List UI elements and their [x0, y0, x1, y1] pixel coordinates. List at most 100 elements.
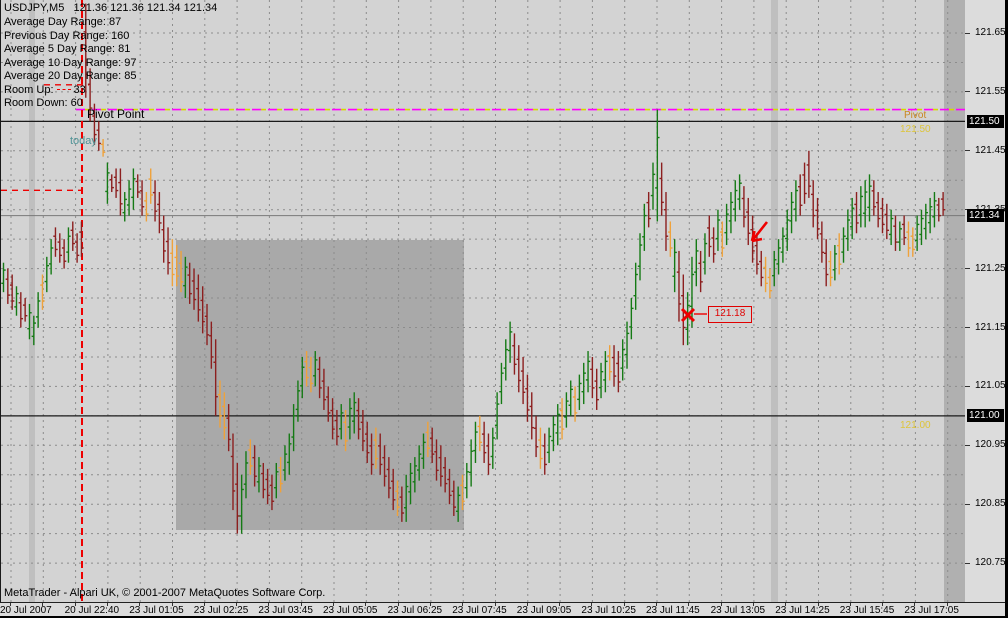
price-tick-mark — [965, 385, 970, 387]
price-bar — [105, 162, 110, 204]
price-bar — [230, 433, 236, 511]
time-tick-minor — [559, 603, 561, 606]
time-tick-label: 23 Jul 01:05 — [129, 605, 184, 616]
price-bar — [278, 457, 283, 493]
time-axis[interactable]: 20 Jul 2007 20 Jul 22:40 23 Jul 01:05 23 Ju… — [0, 602, 1005, 616]
price-bar — [460, 474, 465, 511]
price-bar — [655, 109, 660, 222]
price-bar — [590, 356, 595, 399]
price-bar — [637, 233, 643, 281]
price-bar — [399, 486, 405, 522]
price-bar — [585, 351, 591, 393]
price-chart[interactable] — [1, 0, 966, 602]
price-bar — [551, 415, 556, 452]
price-bar — [135, 174, 140, 198]
time-tick-label: 23 Jul 11:45 — [646, 605, 700, 616]
price-bar — [875, 192, 881, 228]
room-up-value: 33 — [73, 83, 86, 96]
price-bar — [31, 315, 37, 346]
price-bar — [854, 192, 859, 234]
price-bar — [486, 433, 491, 475]
price-bar — [209, 321, 214, 369]
price-bar — [923, 203, 928, 240]
time-tick-mark — [203, 603, 205, 606]
price-bar — [74, 233, 80, 263]
price-bar — [92, 103, 97, 145]
price-bar — [646, 192, 651, 228]
price-bar — [96, 121, 101, 151]
price-bar — [529, 392, 534, 440]
price-bar — [672, 239, 677, 293]
price-bar — [1, 262, 6, 293]
price-bar — [429, 427, 435, 463]
price-bar — [577, 374, 582, 410]
price-bar — [40, 274, 45, 310]
session-band — [29, 0, 35, 602]
price-bar — [434, 439, 439, 481]
price-bar — [624, 321, 630, 369]
today-label: today — [70, 135, 97, 147]
time-tick-minor — [882, 603, 884, 606]
price-bar — [668, 221, 673, 257]
price-bar — [901, 215, 907, 246]
price-bar — [932, 192, 937, 228]
price-bar — [334, 409, 340, 446]
time-tick-label: 23 Jul 14:25 — [775, 605, 830, 616]
price-bar — [183, 256, 188, 299]
price-bar — [620, 339, 625, 381]
price-bar — [880, 197, 885, 234]
price-bar — [256, 457, 262, 493]
price-tick-mark — [965, 268, 970, 270]
price-bar — [118, 168, 123, 216]
price-bar — [291, 404, 296, 452]
price-bar — [525, 374, 530, 422]
x-marker[interactable] — [680, 307, 696, 323]
price-bar — [780, 227, 786, 263]
price-bar — [265, 468, 270, 505]
price-bar — [300, 356, 305, 399]
price-bar — [369, 433, 374, 475]
pivot-level-name: Pivot — [904, 110, 927, 121]
price-bar — [200, 286, 205, 334]
price-bar — [473, 421, 478, 463]
room-down-line: Room Down: 60 — [4, 97, 83, 109]
time-tick-mark — [333, 603, 334, 606]
price-bar — [884, 203, 890, 240]
price-bar — [239, 474, 244, 534]
price-bar — [455, 486, 461, 522]
price-bar — [893, 215, 898, 251]
price-bar — [451, 480, 457, 516]
price-bar — [339, 404, 344, 440]
time-tick-label: 23 Jul 07:45 — [452, 605, 507, 616]
price-bar — [226, 404, 231, 452]
time-tick-label: 23 Jul 03:45 — [258, 605, 313, 616]
time-tick-mark — [656, 603, 657, 606]
price-bar — [139, 180, 145, 216]
price-bar — [542, 433, 547, 475]
price-bar — [568, 380, 573, 416]
price-bar — [707, 215, 712, 257]
price-bar — [187, 262, 192, 304]
price-tick-mark — [965, 503, 970, 505]
arrow-marker[interactable] — [750, 221, 769, 243]
price-bar — [845, 209, 851, 251]
price-bar — [321, 368, 327, 410]
price-bar — [914, 215, 920, 251]
price-bar — [282, 445, 288, 481]
price-bar — [603, 351, 608, 393]
price-bar — [304, 351, 309, 387]
chart-area[interactable]: USDJPY,M5 121.36 121.36 121.34 121.34 Av… — [0, 0, 966, 602]
time-tick-minor — [171, 603, 173, 606]
price-bar — [720, 221, 725, 257]
price-bar — [22, 298, 28, 322]
price-bar — [100, 139, 106, 157]
price-bar — [728, 192, 734, 234]
price-badge: 121.34 — [967, 209, 1004, 223]
price-bar — [152, 180, 158, 222]
trade-price-callout[interactable]: 121.18 — [708, 306, 752, 323]
price-bar — [785, 209, 790, 251]
price-bar — [629, 298, 634, 340]
price-bar — [633, 262, 638, 310]
price-bar — [481, 421, 487, 463]
price-axis[interactable]: 121.65121.55121.45121.35121.25121.15121.… — [965, 0, 1006, 602]
